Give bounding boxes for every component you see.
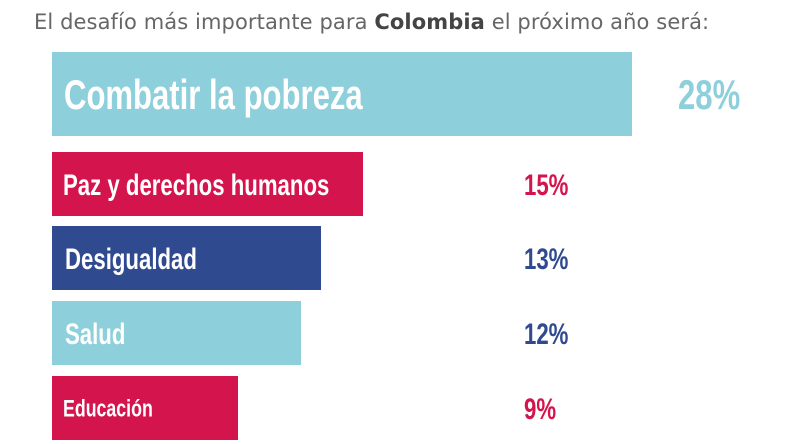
bar (52, 152, 363, 216)
bar-group: Combatir la pobreza 28% (52, 52, 740, 136)
bar (52, 52, 632, 136)
bar (52, 226, 321, 290)
bar-group: Educación 9% (52, 376, 556, 440)
chart-title: El desafío más importante para Colombia … (34, 10, 709, 34)
bar-value-label: 9% (524, 392, 556, 426)
bar-category-label: Combatir la pobreza (64, 72, 363, 119)
bar-category-label: Desigualdad (65, 242, 197, 276)
title-prefix: El desafío más importante para (34, 10, 375, 34)
bar-group: Paz y derechos humanos 15% (52, 152, 568, 216)
bar-value-label: 28% (678, 72, 740, 119)
bar (52, 376, 238, 440)
bar-value-label: 12% (524, 317, 568, 351)
title-bold: Colombia (374, 10, 485, 34)
bar-category-label: Educación (63, 396, 153, 422)
bar (52, 301, 301, 365)
bar-group: Desigualdad 13% (52, 226, 568, 290)
bar-category-label: Salud (65, 317, 125, 351)
bar-value-label: 15% (524, 168, 568, 202)
bar-group: Salud 12% (52, 301, 568, 365)
title-suffix: el próximo año será: (484, 10, 710, 34)
bar-category-label: Paz y derechos humanos (63, 168, 329, 202)
bar-value-label: 13% (524, 242, 568, 276)
